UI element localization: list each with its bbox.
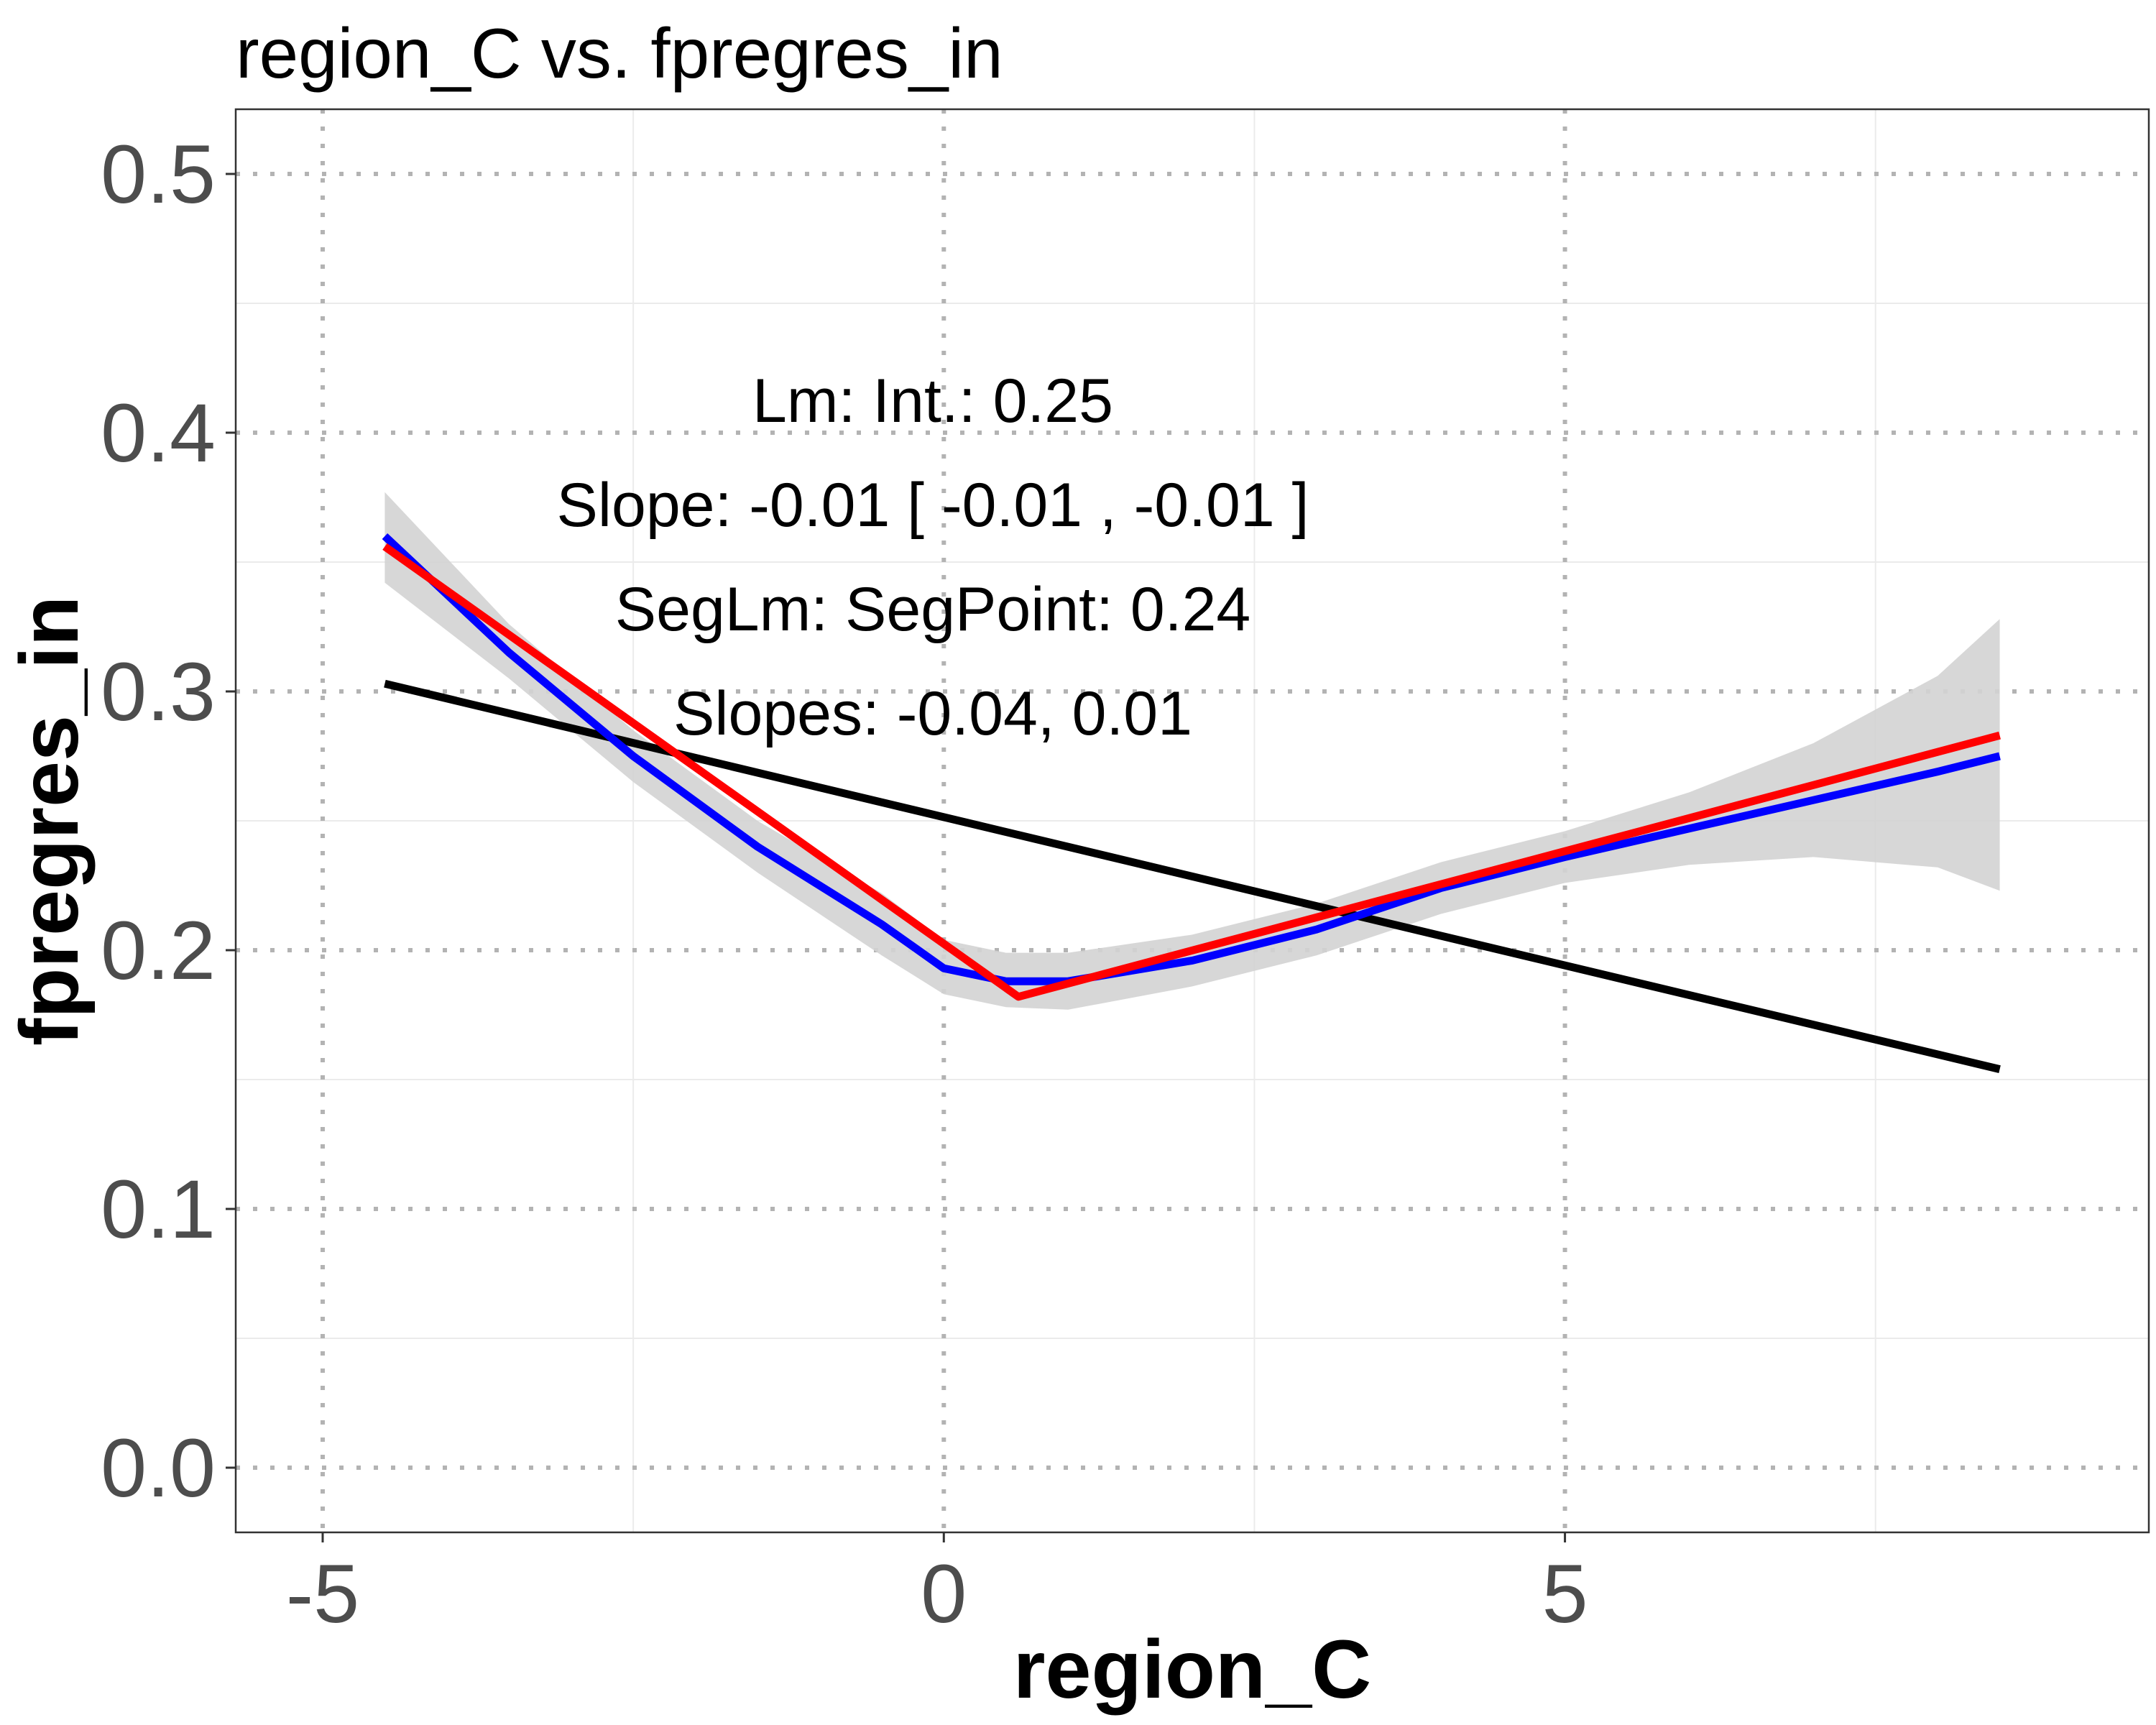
linear-fit-line <box>384 679 2001 1073</box>
annotation-line: Slope: -0.01 [ -0.01 , -0.01 ] <box>557 471 1309 540</box>
y-tick-label: 0.0 <box>101 1422 216 1514</box>
confidence-band <box>384 492 2000 1010</box>
series-layer <box>382 492 2001 1073</box>
annotation-line: Lm: Int.: 0.25 <box>752 367 1113 436</box>
y-tick-label: 0.2 <box>101 905 216 997</box>
y-tick-label: 0.5 <box>101 129 216 221</box>
x-tick-label: -5 <box>286 1548 359 1640</box>
annotation-line: Slopes: -0.04, 0.01 <box>673 679 1192 748</box>
annotation-line: SegLm: SegPoint: 0.24 <box>615 575 1250 644</box>
chart-title: region_C vs. fpregres_in <box>236 14 1003 93</box>
axis-ticks: -5 0 5 0.0 0.1 0.2 0.3 0.4 0.5 <box>101 129 1588 1640</box>
plot-panel-border <box>234 108 2150 1534</box>
annotation-group: Lm: Int.: 0.25 Slope: -0.01 [ -0.01 , -0.… <box>557 367 1309 748</box>
segmented-fit-line <box>382 543 2001 1001</box>
y-axis-title: fpregres_in <box>4 596 96 1046</box>
y-tick-label: 0.1 <box>101 1164 216 1256</box>
x-tick-label: 0 <box>921 1548 967 1640</box>
y-tick-label: 0.4 <box>101 387 216 479</box>
y-tick-label: 0.3 <box>101 646 216 738</box>
x-axis-title: region_C <box>1013 1624 1371 1716</box>
x-tick-label: 5 <box>1542 1548 1588 1640</box>
